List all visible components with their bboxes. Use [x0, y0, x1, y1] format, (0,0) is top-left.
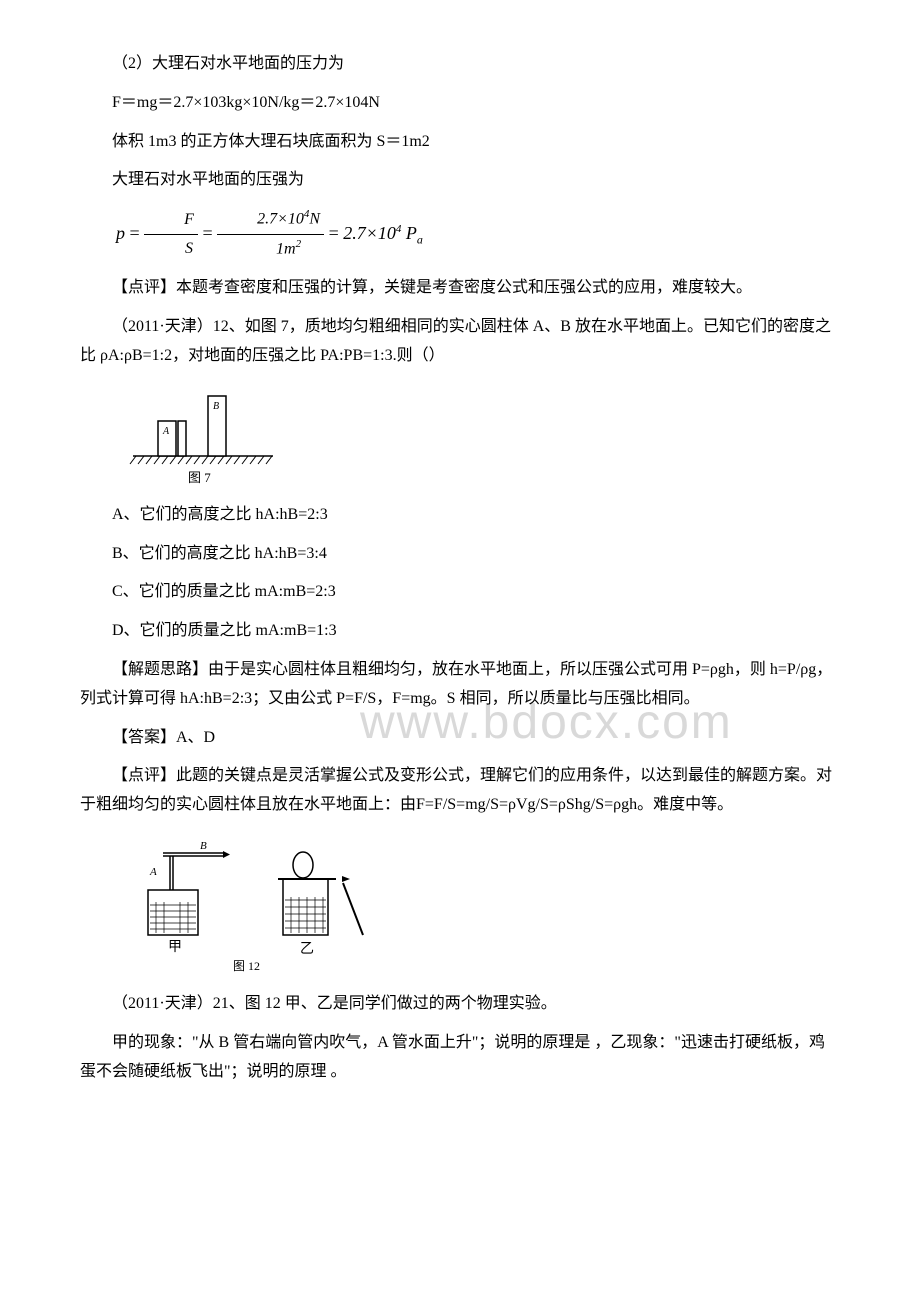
text-line-2: F＝mg＝2.7×103kg×10N/kg＝2.7×104N — [80, 89, 840, 118]
solution-thought: 【解题思路】由于是实心圆柱体且粗细均匀，放在水平地面上，所以压强公式可用 P=ρ… — [80, 656, 840, 714]
svg-text:甲: 甲 — [168, 940, 182, 955]
formula-num1: F — [144, 206, 198, 236]
text-line-4: 大理石对水平地面的压强为 — [80, 166, 840, 195]
formula-eq1: = — [130, 223, 140, 243]
svg-text:A: A — [149, 866, 157, 878]
svg-text:图 12: 图 12 — [233, 959, 260, 973]
option-d: D、它们的质量之比 mA:mB=1:3 — [80, 617, 840, 646]
comment-1: 【点评】本题考查密度和压强的计算，关键是考查密度公式和压强公式的应用，难度较大。 — [80, 274, 840, 303]
option-a: A、它们的高度之比 hA:hB=2:3 — [80, 501, 840, 530]
option-b: B、它们的高度之比 hA:hB=3:4 — [80, 540, 840, 569]
svg-text:B: B — [213, 401, 219, 412]
question-21-body: 甲的现象："从 B 管右端向管内吹气，A 管水面上升"；说明的原理是 ，乙现象：… — [80, 1029, 840, 1087]
formula-den1: S — [144, 235, 198, 264]
text-line-3: 体积 1m3 的正方体大理石块底面积为 S＝1m2 — [80, 128, 840, 157]
formula-frac1: F S — [144, 206, 198, 265]
formula-frac2: 2.7×104N 1m2 — [217, 205, 324, 264]
question-12: （2011·天津）12、如图 7，质地均匀粗细相同的实心圆柱体 A、B 放在水平… — [80, 313, 840, 371]
figure-7: A B 图 7 — [128, 386, 840, 486]
svg-text:乙: 乙 — [300, 941, 314, 957]
question-21: （2011·天津）21、图 12 甲、乙是同学们做过的两个物理实验。 — [80, 990, 840, 1019]
svg-text:A: A — [162, 426, 170, 437]
formula-eq3: = — [329, 223, 339, 243]
answer: 【答案】A、D — [80, 724, 840, 753]
comment-2: 【点评】此题的关键点是灵活掌握公式及变形公式，理解它们的应用条件，以达到最佳的解… — [80, 762, 840, 820]
formula-den2: 1m2 — [217, 235, 324, 264]
formula-lhs: p — [116, 223, 125, 243]
option-c: C、它们的质量之比 mA:mB=2:3 — [80, 578, 840, 607]
svg-text:图 7: 图 7 — [188, 470, 211, 485]
formula-num2: 2.7×104N — [217, 205, 324, 235]
pressure-formula: p = F S = 2.7×104N 1m2 = 2.7×104 Pa — [80, 205, 840, 264]
formula-rhs: 2.7×104 Pa — [343, 223, 423, 243]
svg-text:B: B — [200, 840, 207, 852]
text-line-1: （2）大理石对水平地面的压力为 — [80, 50, 840, 79]
formula-eq2: = — [202, 223, 212, 243]
figure-12: B A 甲 — [128, 835, 840, 975]
